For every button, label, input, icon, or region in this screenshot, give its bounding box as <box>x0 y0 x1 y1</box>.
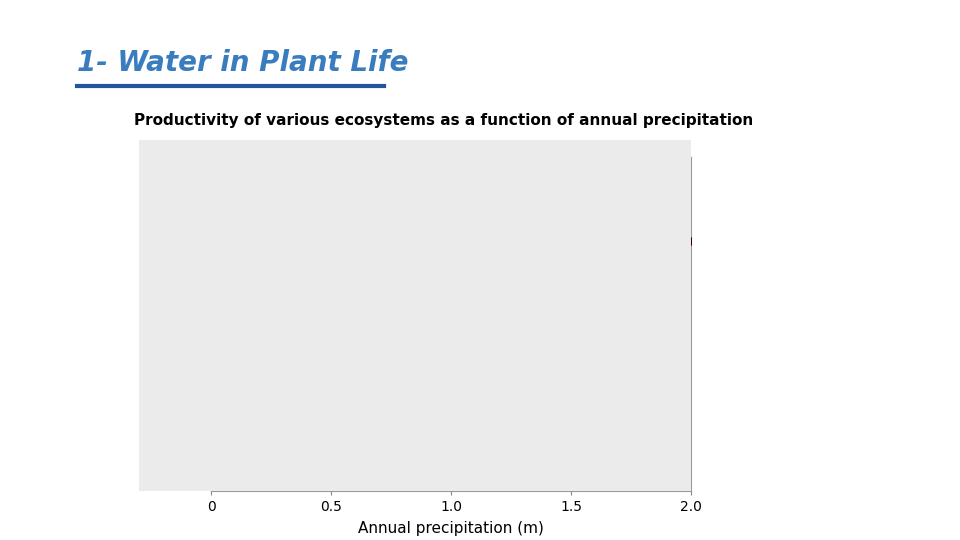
Point <box>319 318 334 326</box>
Point <box>376 313 392 322</box>
Point <box>252 444 267 453</box>
Point <box>359 310 374 319</box>
Point <box>234 455 250 463</box>
Point <box>247 449 262 458</box>
Point <box>503 218 518 227</box>
Point <box>636 219 651 228</box>
Text: Productivity of various ecosystems as a function of annual precipitation: Productivity of various ecosystems as a … <box>134 113 754 129</box>
Point <box>230 465 246 474</box>
Y-axis label: Productivity (dry g m⁻² yr⁻¹): Productivity (dry g m⁻² yr⁻¹) <box>146 226 160 422</box>
Point <box>220 469 236 478</box>
Point <box>660 217 675 226</box>
Point <box>324 331 339 340</box>
Point <box>624 213 639 221</box>
Point <box>343 407 358 415</box>
Point <box>352 409 368 417</box>
Point <box>383 304 398 313</box>
Point <box>367 340 382 348</box>
Point <box>564 269 579 278</box>
Point <box>295 394 310 403</box>
Point <box>280 422 296 431</box>
Point <box>328 367 344 375</box>
Point <box>684 237 699 246</box>
Point <box>455 295 470 304</box>
Point <box>225 460 240 469</box>
Point <box>240 450 255 459</box>
X-axis label: Annual precipitation (m): Annual precipitation (m) <box>358 522 544 536</box>
Point <box>256 453 272 461</box>
Text: 1- Water in Plant Life: 1- Water in Plant Life <box>77 49 408 77</box>
Text: 1500: 1500 <box>165 150 200 164</box>
Point <box>516 298 531 306</box>
